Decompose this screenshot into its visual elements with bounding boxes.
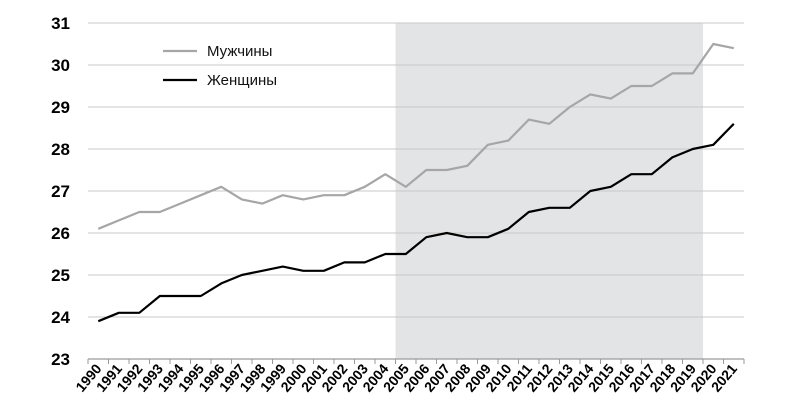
- y-tick-label: 28: [51, 140, 70, 159]
- legend-label-men: Мужчины: [207, 43, 272, 60]
- y-tick-label: 30: [51, 56, 70, 75]
- series-layer: [97, 42, 735, 323]
- y-tick-label: 27: [51, 182, 70, 201]
- legend-label-women: Женщины: [207, 72, 277, 89]
- y-tick-label: 29: [51, 98, 70, 117]
- y-tick-label: 31: [51, 14, 70, 33]
- y-tick-label: 23: [51, 350, 70, 369]
- y-tick-label: 26: [51, 224, 70, 243]
- series-line-men: [97, 42, 735, 230]
- legend: Мужчины Женщины: [163, 43, 277, 89]
- y-tick-label: 24: [51, 308, 70, 327]
- series-line-women: [97, 123, 735, 323]
- y-tick-label: 25: [51, 266, 70, 285]
- grid-layer: [88, 22, 744, 318]
